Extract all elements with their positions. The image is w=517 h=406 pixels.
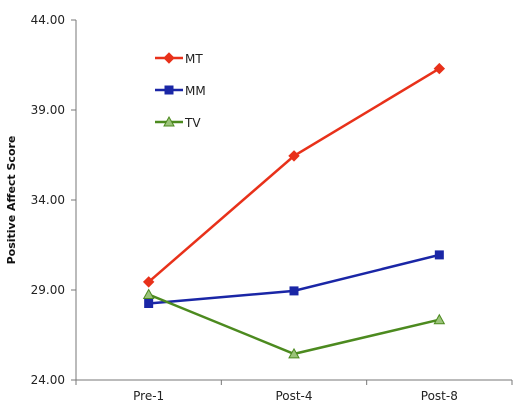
data-point xyxy=(144,299,154,308)
axes xyxy=(71,19,513,385)
data-point xyxy=(433,313,446,325)
x-tick-label: Pre-1 xyxy=(133,389,164,403)
tick-labels: 24.00 29.00 34.00 39.00 44.00 Pre-1 Post-4 Post… xyxy=(31,13,458,403)
data-point xyxy=(289,286,299,296)
legend-marker xyxy=(163,115,175,127)
y-tick-label: 34.00 xyxy=(31,193,65,207)
series-line xyxy=(148,293,440,356)
legend-item-mt: MT xyxy=(155,52,203,66)
y-tick-label: 24.00 xyxy=(31,373,65,387)
x-tick-label: Post-4 xyxy=(275,389,312,403)
series-line xyxy=(148,253,440,305)
y-tick-label: 44.00 xyxy=(31,13,65,27)
legend-marker xyxy=(163,52,175,64)
legend-item-mm: MM xyxy=(155,84,206,98)
legend-label: TV xyxy=(184,116,201,130)
series-group xyxy=(142,62,446,359)
legend-item-tv: TV xyxy=(155,115,201,130)
series-line xyxy=(147,67,440,283)
data-point xyxy=(142,276,155,288)
data-point xyxy=(142,288,155,299)
legend: MT MM TV xyxy=(155,52,206,130)
data-point xyxy=(288,150,300,162)
y-axis-title: Positive Affect Score xyxy=(5,136,18,265)
data-point xyxy=(433,62,446,75)
legend-label: MT xyxy=(185,52,203,66)
series-mt xyxy=(142,62,446,288)
legend-marker xyxy=(164,85,174,95)
y-tick-label: 39.00 xyxy=(31,103,65,117)
data-point xyxy=(288,347,300,359)
series-mm xyxy=(144,250,444,308)
legend-label: MM xyxy=(185,84,206,98)
data-point xyxy=(434,250,444,260)
series-tv xyxy=(142,288,446,359)
y-tick-label: 29.00 xyxy=(31,283,65,297)
x-tick-label: Post-8 xyxy=(421,389,458,403)
